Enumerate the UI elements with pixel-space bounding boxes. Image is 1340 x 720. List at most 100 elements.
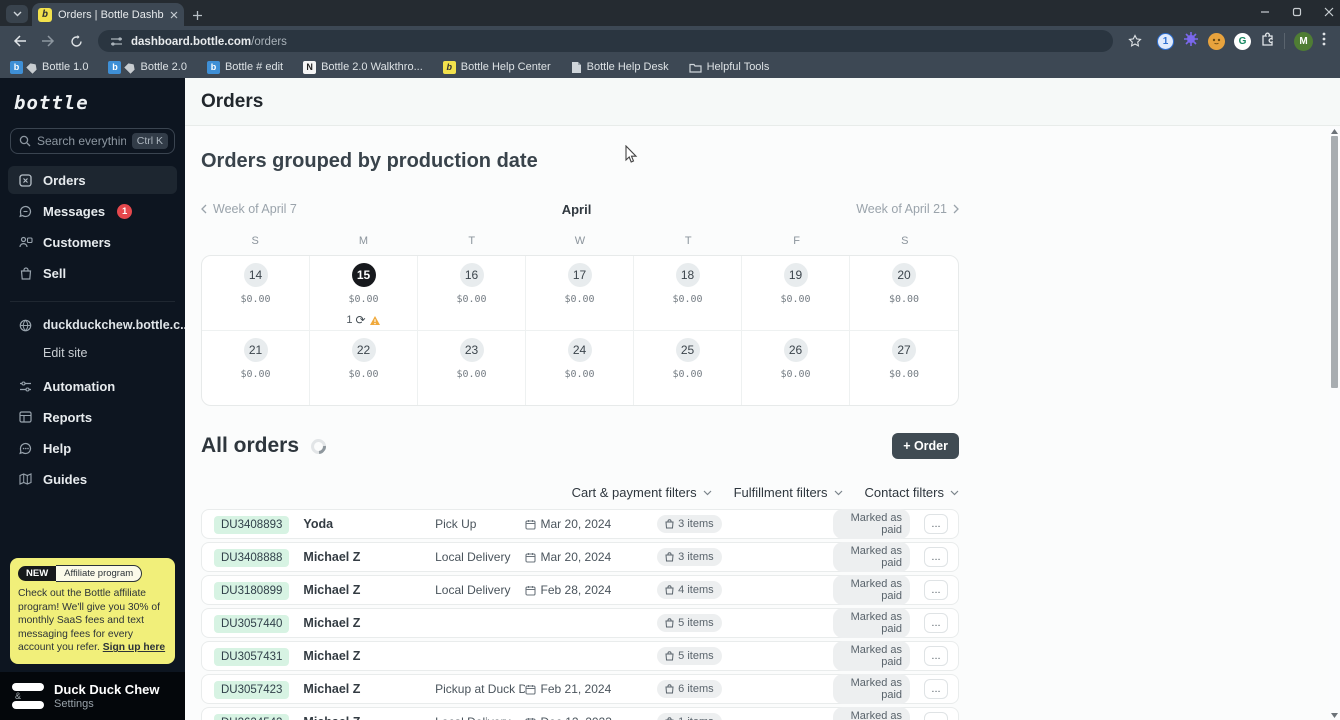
row-menu-button[interactable]: ...	[924, 613, 948, 633]
grammarly-extension-icon[interactable]: G	[1234, 32, 1251, 50]
back-button[interactable]	[8, 29, 32, 53]
sidebar-site-link[interactable]: duckduckchew.bottle.c...	[0, 316, 191, 334]
bookmark-help-desk[interactable]: Bottle Help Desk	[571, 61, 669, 74]
sidebar-item-messages[interactable]: Messages 1	[8, 197, 177, 225]
duck-duck-chew-logo: &	[12, 681, 44, 711]
calendar-day-cell[interactable]: 16 $0.00	[418, 256, 526, 331]
scrollbar-thumb[interactable]	[1331, 136, 1338, 388]
order-row[interactable]: DU2624542 Michael Z Local Delivery Dec 1…	[201, 707, 959, 720]
monkey-extension-icon[interactable]	[1208, 32, 1225, 50]
bag-icon	[665, 585, 674, 595]
fulfillment-filters-dropdown[interactable]: Fulfillment filters	[734, 485, 843, 500]
calendar-day-cell[interactable]: 23 $0.00	[418, 331, 526, 405]
account-menu[interactable]: & Duck Duck Chew Settings	[0, 672, 185, 720]
calendar-day-cell-selected[interactable]: 15 $0.00 1 ⟳	[310, 256, 418, 331]
sidebar-item-orders[interactable]: Orders	[8, 166, 177, 194]
scrollbar[interactable]	[1329, 127, 1340, 720]
calendar-day-cell[interactable]: 22 $0.00	[310, 331, 418, 405]
order-id-badge[interactable]: DU3057440	[214, 615, 290, 633]
calendar-day-cell[interactable]: 14 $0.00	[202, 256, 310, 331]
row-menu-button[interactable]: ...	[924, 712, 948, 720]
order-row[interactable]: DU3057440 Michael Z 5 items Marked as pa…	[201, 608, 959, 638]
order-row[interactable]: DU3057431 Michael Z 5 items Marked as pa…	[201, 641, 959, 671]
order-id-badge[interactable]: DU3408893	[214, 516, 290, 534]
bookmark-help-center[interactable]: b Bottle Help Center	[442, 60, 551, 74]
onepassword-extension-icon[interactable]: 1	[1157, 32, 1174, 50]
browser-tab[interactable]: b Orders | Bottle Dashboard	[32, 3, 184, 26]
search-icon	[19, 135, 31, 147]
browser-menu-button[interactable]	[1322, 32, 1326, 51]
cart-payment-filters-dropdown[interactable]: Cart & payment filters	[572, 485, 712, 500]
prev-week-button[interactable]: Week of April 7	[201, 202, 297, 216]
tab-search-button[interactable]	[6, 5, 28, 23]
calendar-day-cell[interactable]: 24 $0.00	[526, 331, 634, 405]
star-icon	[1128, 34, 1142, 47]
day-of-week-headers: S M T W T F S	[251, 235, 909, 247]
sidebar-item-automation[interactable]: Automation	[8, 372, 177, 400]
bookmark-bottle-1-0[interactable]: b Bottle 1.0	[10, 60, 88, 74]
bookmark-bottle-edit[interactable]: b Bottle # edit	[206, 60, 283, 74]
sidebar-item-edit-site[interactable]: Edit site	[43, 346, 88, 360]
payment-status: Marked as paid	[850, 644, 902, 668]
sidebar-item-guides[interactable]: Guides	[8, 465, 177, 493]
order-row[interactable]: DU3180899 Michael Z Local Delivery Feb 2…	[201, 575, 959, 605]
row-menu-button[interactable]: ...	[924, 514, 948, 534]
reload-button[interactable]	[64, 29, 88, 53]
profile-avatar[interactable]: M	[1294, 31, 1313, 51]
calendar-day-cell[interactable]: 18 $0.00	[634, 256, 742, 331]
row-menu-button[interactable]: ...	[924, 547, 948, 567]
chevron-down-icon	[13, 11, 21, 17]
payment-status: Marked as paid	[850, 611, 902, 635]
bottle-blue-favicon: b	[206, 60, 220, 74]
account-settings-label[interactable]: Settings	[54, 698, 94, 710]
order-id-badge[interactable]: DU3057423	[214, 681, 290, 699]
bookmark-walkthrough[interactable]: N Bottle 2.0 Walkthro...	[303, 60, 423, 74]
order-id-badge[interactable]: DU2624542	[214, 714, 290, 720]
window-close-button[interactable]	[1324, 4, 1334, 22]
bookmark-star-button[interactable]	[1123, 29, 1147, 53]
order-id-badge[interactable]: DU3180899	[214, 582, 290, 600]
search-input[interactable]: Search everything... Ctrl K	[10, 128, 175, 154]
flower-extension-icon[interactable]	[1183, 31, 1199, 52]
sidebar-item-sell[interactable]: Sell	[8, 259, 177, 287]
order-row[interactable]: DU3408888 Michael Z Local Delivery Mar 2…	[201, 542, 959, 572]
row-menu-button[interactable]: ...	[924, 679, 948, 699]
extensions-puzzle-icon[interactable]	[1260, 31, 1275, 51]
calendar-day-cell[interactable]: 27 $0.00	[850, 331, 958, 405]
order-row[interactable]: DU3408893 Yoda Pick Up Mar 20, 2024 3 it…	[201, 509, 959, 539]
order-id-badge[interactable]: DU3408888	[214, 549, 290, 567]
calendar-day-cell[interactable]: 20 $0.00	[850, 256, 958, 331]
bottle-yellow-favicon: b	[442, 60, 456, 74]
loading-spinner	[307, 435, 330, 457]
window-maximize-button[interactable]	[1292, 4, 1302, 22]
section-title: Orders grouped by production date	[201, 150, 538, 172]
sidebar-item-reports[interactable]: Reports	[8, 403, 177, 431]
tab-close-button[interactable]	[170, 11, 178, 19]
new-tab-button[interactable]	[192, 10, 203, 21]
scroll-up-arrow[interactable]	[1331, 129, 1338, 134]
row-menu-button[interactable]: ...	[924, 580, 948, 600]
bookmark-helpful-tools-folder[interactable]: Helpful Tools	[688, 61, 769, 73]
add-order-button[interactable]: + Order	[892, 433, 959, 459]
forward-button[interactable]	[36, 29, 60, 53]
contact-filters-dropdown[interactable]: Contact filters	[865, 485, 959, 500]
row-menu-button[interactable]: ...	[924, 646, 948, 666]
order-row[interactable]: DU3057423 Michael Z Pickup at Duck Duck …	[201, 674, 959, 704]
next-week-button[interactable]: Week of April 21	[856, 202, 959, 216]
sidebar-item-help[interactable]: Help	[8, 434, 177, 462]
calendar-day-cell[interactable]: 19 $0.00	[742, 256, 850, 331]
sidebar-item-customers[interactable]: Customers	[8, 228, 177, 256]
order-id-badge[interactable]: DU3057431	[214, 648, 290, 666]
chat-bubble-icon	[18, 205, 33, 218]
window-minimize-button[interactable]	[1260, 4, 1270, 22]
customer-name: Michael Z	[303, 649, 361, 663]
scroll-down-arrow[interactable]	[1331, 713, 1338, 718]
calendar-day-cell[interactable]: 21 $0.00	[202, 331, 310, 405]
calendar-day-cell[interactable]: 26 $0.00	[742, 331, 850, 405]
calendar-day-cell[interactable]: 17 $0.00	[526, 256, 634, 331]
calendar-day-cell[interactable]: 25 $0.00	[634, 331, 742, 405]
url-bar[interactable]: dashboard.bottle.com/orders	[98, 30, 1113, 52]
sign-up-link[interactable]: Sign up here	[102, 642, 166, 654]
mouse-cursor	[625, 144, 638, 169]
bookmark-bottle-2-0[interactable]: b Bottle 2.0	[108, 60, 187, 74]
